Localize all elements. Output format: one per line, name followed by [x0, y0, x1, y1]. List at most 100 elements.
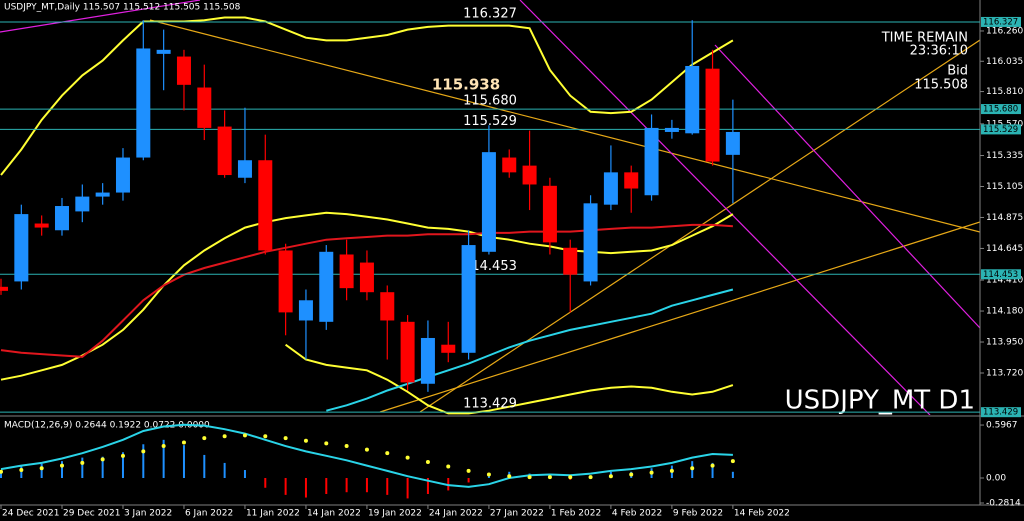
macd-signal-dot: [59, 463, 64, 468]
candle-body: [359, 262, 374, 293]
level-box: [981, 16, 1021, 27]
time-remain-label: TIME REMAIN: [881, 31, 968, 46]
trendline: [379, 221, 980, 413]
chart-title: USDJPY_MT,Daily 115.507 115.512 115.505 …: [4, 3, 241, 13]
x-tick-label: 11 Jan 2022: [246, 509, 300, 519]
trendline: [419, 39, 980, 413]
candle-body: [197, 87, 212, 128]
macd-signal-dot: [324, 441, 329, 446]
candle-body: [705, 68, 720, 162]
macd-signal-dot: [222, 434, 227, 439]
y-tick-label: 114.180: [986, 307, 1023, 317]
level-annotation: 115.680: [463, 94, 517, 109]
candle-body: [725, 131, 740, 155]
candle-body: [420, 337, 435, 384]
channel-line: [714, 44, 980, 329]
y-tick-label: 115.810: [986, 87, 1023, 97]
level-annotation: 114.453: [463, 259, 517, 274]
channel-line: [519, 0, 931, 415]
macd-signal-dot: [486, 472, 491, 477]
macd-line: [0, 423, 733, 488]
candle-body: [298, 300, 313, 321]
symbol-label: USDJPY_MT D1: [785, 386, 975, 416]
macd-signal-dot: [100, 457, 105, 462]
macd-signal-dot: [181, 440, 186, 445]
candle-body: [664, 127, 679, 132]
x-tick-label: 3 Jan 2022: [124, 509, 172, 519]
macd-signal-dot: [608, 474, 613, 479]
candle-body: [237, 160, 252, 178]
macd-signal-dot: [588, 475, 593, 480]
macd-signal-dot: [141, 449, 146, 454]
macd-signal-dot: [507, 474, 512, 479]
macd-signal-dot: [120, 453, 125, 458]
y-tick-label: 114.875: [986, 213, 1023, 223]
candle-body: [14, 214, 29, 282]
indicators: [0, 16, 734, 415]
macd-signal-dot: [466, 468, 471, 473]
macd-signal-dot: [303, 438, 308, 443]
macd-signal-dot: [161, 444, 166, 449]
candle-body: [624, 172, 639, 189]
candle-body: [0, 286, 8, 291]
y-tick-label: 114.410: [986, 276, 1023, 286]
y-tick-label: 115.335: [986, 151, 1023, 161]
level-axis-label: 116.327: [983, 17, 1018, 27]
time-remain: 23:36:10: [910, 44, 968, 59]
level-box: [981, 124, 1021, 135]
x-tick-label: 1 Feb 2022: [551, 509, 601, 519]
macd-signal-dot: [629, 472, 634, 477]
level-axis-label: 115.529: [983, 125, 1018, 135]
candle-body: [441, 344, 456, 353]
bid: 115.508: [914, 78, 968, 93]
candle-body: [380, 292, 395, 321]
y-tick-label: 115.105: [986, 182, 1023, 192]
candle-body: [563, 247, 578, 275]
macd-signal-dot: [19, 468, 24, 473]
macd-signal-dot: [710, 463, 715, 468]
candle-body: [258, 160, 273, 251]
x-tick-label: 4 Feb 2022: [612, 509, 662, 519]
macd-y-tick-label: -0.2814: [986, 498, 1021, 508]
y-tick-label: 115.570: [986, 119, 1023, 129]
y-tick-label: 114.645: [986, 244, 1023, 254]
candle-body: [54, 206, 69, 231]
macd-signal-dot: [364, 447, 369, 452]
macd-signal-dot: [730, 459, 735, 464]
y-tick-label: 113.720: [986, 368, 1023, 378]
macd-signal-dot: [263, 434, 268, 439]
macd-signal-dot: [80, 460, 85, 465]
bid-label: Bid: [947, 64, 968, 79]
level-annotation: 113.429: [463, 397, 517, 412]
x-tick-label: 29 Dec 2021: [63, 509, 121, 519]
y-tick-label: 116.260: [986, 26, 1023, 36]
channel-line: [0, 0, 201, 33]
macd-signal-dot: [690, 466, 695, 471]
x-tick-label: 14 Feb 2022: [734, 509, 790, 519]
level-box: [981, 269, 1021, 280]
candle-body: [481, 152, 496, 252]
candle-body: [217, 126, 232, 176]
macd-signal-dot: [568, 475, 573, 480]
x-tick-label: 19 Jan 2022: [368, 509, 422, 519]
candle-body: [95, 192, 110, 197]
trendline: [149, 19, 980, 233]
candle-body: [176, 56, 191, 85]
macd-title: MACD(12,26,9) 0.2644 0.1922 0.0722 0.000…: [4, 421, 210, 431]
macd-y-tick-label: 0.00: [986, 474, 1006, 484]
macd-signal-dot: [344, 444, 349, 449]
macd-signal-dot: [669, 468, 674, 473]
candle-body: [115, 157, 130, 193]
candle-body: [685, 65, 700, 134]
x-tick-label: 9 Feb 2022: [673, 509, 723, 519]
candle-body: [583, 203, 598, 282]
macd-signal-dot: [0, 469, 3, 474]
candle-body: [156, 49, 171, 54]
candle-body: [603, 172, 618, 205]
candle-body: [522, 165, 537, 185]
x-tick-label: 27 Jan 2022: [490, 509, 544, 519]
level-axis-label: 114.453: [983, 270, 1018, 280]
x-tick-label: 24 Jan 2022: [429, 509, 483, 519]
x-tick-label: 6 Jan 2022: [185, 509, 233, 519]
